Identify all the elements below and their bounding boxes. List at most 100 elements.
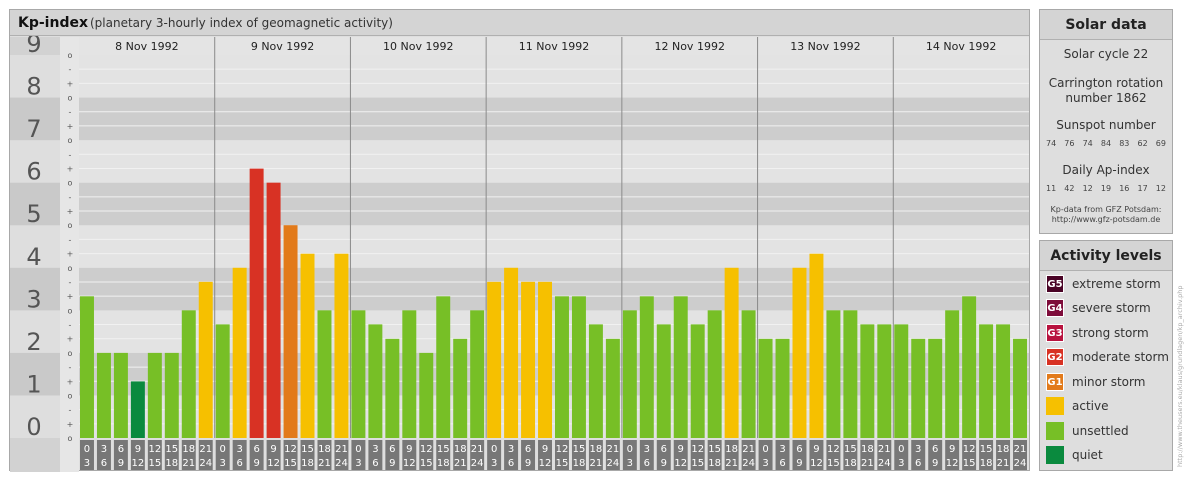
sub-tick-label: + <box>67 377 74 386</box>
level-active: active <box>1046 396 1108 416</box>
interval-start-label: 21 <box>335 444 348 455</box>
interval-cell <box>198 440 213 470</box>
interval-start-label: 18 <box>590 444 603 455</box>
interval-cell <box>266 440 281 470</box>
interval-end-label: 6 <box>644 458 650 469</box>
interval-start-label: 6 <box>796 444 802 455</box>
kp-bar <box>521 281 536 438</box>
interval-end-label: 12 <box>132 458 145 469</box>
interval-cell <box>283 440 298 470</box>
interval-start-label: 3 <box>236 444 242 455</box>
carrington-line-1: Carrington rotation <box>1048 76 1164 90</box>
kp-axis-band <box>10 182 60 226</box>
carrington-line-2: number 1862 <box>1065 91 1147 105</box>
interval-end-label: 15 <box>148 458 161 469</box>
level-quiet: quiet <box>1046 445 1103 465</box>
sub-tick-label: - <box>69 108 72 117</box>
day-label: 13 Nov 1992 <box>790 40 860 53</box>
sunspot-values: 74 76 74 84 83 62 69 <box>1046 139 1166 148</box>
interval-start-label: 15 <box>708 444 721 455</box>
interval-cell <box>877 440 892 470</box>
sunspot-value: 62 <box>1137 139 1148 148</box>
level-label: minor storm <box>1072 375 1146 389</box>
level-swatch: G5 <box>1046 275 1064 293</box>
interval-cell <box>317 440 332 470</box>
interval-cell <box>588 440 603 470</box>
ap-index-label: Daily Ap-index <box>1062 163 1150 177</box>
interval-start-label: 6 <box>932 444 938 455</box>
kp-bar <box>300 253 315 438</box>
sub-tick-label: o <box>68 391 73 400</box>
y-tick-label: 4 <box>26 243 41 271</box>
ap-index-value: 11 <box>1046 184 1057 193</box>
interval-start-label: 3 <box>779 444 785 455</box>
sunspot-value: 84 <box>1100 139 1112 148</box>
kp-axis-band <box>10 55 60 98</box>
sub-tick-label: o <box>68 221 73 230</box>
y-tick-label: 0 <box>26 413 41 441</box>
sub-tick-label: o <box>68 51 73 60</box>
interval-cell <box>1013 440 1027 470</box>
kp-axis-band <box>10 352 60 396</box>
interval-cell <box>928 440 943 470</box>
level-minor-storm: G1 minor storm <box>1046 372 1145 392</box>
kp-bar <box>487 281 502 438</box>
interval-start-label: 18 <box>454 444 467 455</box>
interval-cell <box>368 440 383 470</box>
level-label: moderate storm <box>1072 350 1169 364</box>
interval-start-label: 6 <box>389 444 395 455</box>
level-swatch <box>1046 446 1064 464</box>
watermark-text: http://www.theusers.eu/klaus/grundlagen/… <box>1176 285 1184 467</box>
interval-cell <box>436 440 451 470</box>
sub-tick-label: - <box>69 406 72 415</box>
interval-cell <box>792 440 807 470</box>
interval-end-label: 21 <box>997 458 1010 469</box>
interval-start-label: 15 <box>437 444 450 455</box>
kp-bar <box>962 296 977 438</box>
kp-bar <box>232 267 247 438</box>
interval-cell <box>249 440 264 470</box>
interval-cell <box>181 440 196 470</box>
level-severe-storm: G4 severe storm <box>1046 298 1151 318</box>
kp-axis-band <box>10 97 60 141</box>
interval-start-label: 12 <box>284 444 297 455</box>
level-swatch: G3 <box>1046 324 1064 342</box>
interval-end-label: 12 <box>674 458 687 469</box>
kp-bar <box>334 253 349 438</box>
y-tick-label: 1 <box>26 370 41 398</box>
kp-panel-header: Kp-index (planetary 3-hourly index of ge… <box>10 10 1029 36</box>
kp-bar <box>351 310 366 438</box>
interval-start-label: 15 <box>980 444 993 455</box>
ap-index-value: 12 <box>1082 184 1093 193</box>
interval-end-label: 18 <box>980 458 993 469</box>
kp-bar <box>826 310 841 438</box>
kp-bar <box>283 225 298 438</box>
interval-end-label: 15 <box>827 458 840 469</box>
interval-start-label: 9 <box>813 444 819 455</box>
interval-cell <box>962 440 977 470</box>
interval-end-label: 3 <box>898 458 904 469</box>
interval-end-label: 15 <box>963 458 976 469</box>
interval-cell <box>622 440 637 470</box>
interval-start-label: 0 <box>898 444 904 455</box>
ap-index-value: 42 <box>1064 184 1075 193</box>
interval-start-label: 12 <box>963 444 976 455</box>
interval-end-label: 6 <box>236 458 242 469</box>
interval-cell <box>334 440 349 470</box>
kp-bar <box>317 310 332 438</box>
y-tick-label: 3 <box>26 285 41 313</box>
interval-end-label: 24 <box>607 458 620 469</box>
interval-cell <box>113 440 128 470</box>
kp-bar <box>673 296 688 438</box>
interval-cell <box>979 440 994 470</box>
interval-cell <box>96 440 111 470</box>
interval-end-label: 9 <box>525 458 531 469</box>
interval-cell <box>571 440 586 470</box>
interval-cell <box>453 440 468 470</box>
interval-end-label: 21 <box>590 458 603 469</box>
sub-tick-label: o <box>68 306 73 315</box>
interval-start-label: 15 <box>844 444 857 455</box>
y-tick-label: 9 <box>26 30 41 58</box>
source-link[interactable]: http://www.gfz-potsdam.de <box>1051 215 1161 224</box>
interval-cell <box>690 440 705 470</box>
